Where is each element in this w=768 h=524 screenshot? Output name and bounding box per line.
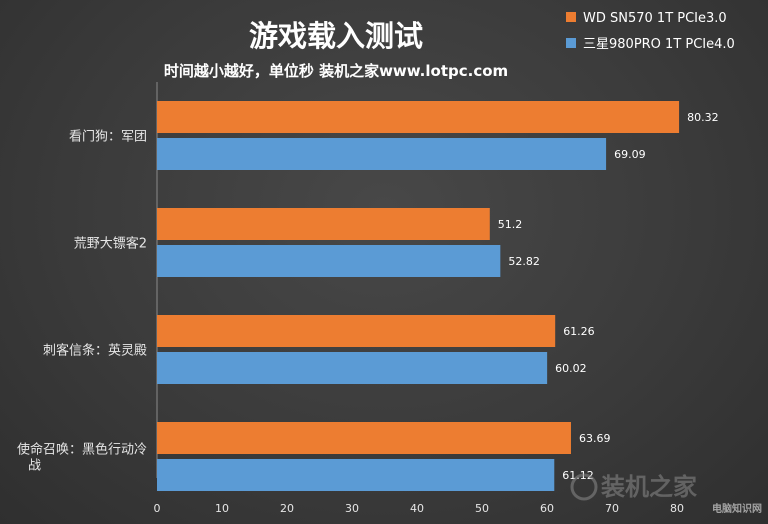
legend-label-wd-sn570: WD SN570 1T PCIe3.0 [583,11,727,26]
x-tick-label: 70 [605,502,619,515]
x-tick-label: 20 [280,502,294,515]
data-label-series2-cat3: 60.02 [555,362,587,375]
x-tick-label: 10 [215,502,229,515]
data-label-series1-cat1: 80.32 [687,111,719,124]
brand-logo-icon [570,473,598,501]
legend: WD SN570 1T PCIe3.0 三星980PRO 1T PCIe4.0 [566,11,735,52]
brand-watermark: 装机之家 [570,473,697,501]
category-label: 看门狗：军团 [69,129,147,145]
data-label-series1-cat4: 63.69 [579,432,611,445]
chart-subtitle: 时间越小越好，单位秒 装机之家www.lotpc.com [164,62,508,80]
bar-series1-cat1 [157,101,680,133]
category-label: 刺客信条：英灵殿 [43,343,147,359]
bar-series2-cat1 [157,138,607,170]
category-label: 使命召唤：黑色行动冷战 [17,442,147,474]
x-axis-ticks: 0 10 20 30 40 50 60 70 80 [154,502,685,515]
data-label-series1-cat2: 51.2 [498,218,523,231]
bar-series2-cat3 [157,352,548,384]
bar-series1-cat4 [157,422,571,454]
brand-watermark-text: 装机之家 [601,473,697,501]
data-label-series2-cat2: 52.82 [508,255,539,268]
x-tick-label: 30 [345,502,359,515]
chart-title: 游戏载入测试 [249,19,423,53]
x-tick-label: 60 [540,502,554,515]
x-tick-label: 80 [670,502,684,515]
bar-series1-cat3 [157,315,556,347]
legend-swatch-wd-sn570 [566,12,576,22]
data-label-series2-cat1: 69.09 [614,148,646,161]
data-label-series1-cat3: 61.26 [563,325,595,338]
x-tick-label: 40 [410,502,424,515]
x-tick-label: 0 [154,502,161,515]
site-watermark: 电脑知识网 [712,502,762,515]
category-label: 荒野大镖客2 [74,236,147,252]
bar-series1-cat2 [157,208,490,240]
legend-label-samsung-980pro: 三星980PRO 1T PCIe4.0 [583,37,735,52]
legend-swatch-samsung-980pro [566,38,576,48]
bar-series2-cat4 [157,459,555,491]
bar-series2-cat2 [157,245,501,277]
x-tick-label: 50 [475,502,489,515]
